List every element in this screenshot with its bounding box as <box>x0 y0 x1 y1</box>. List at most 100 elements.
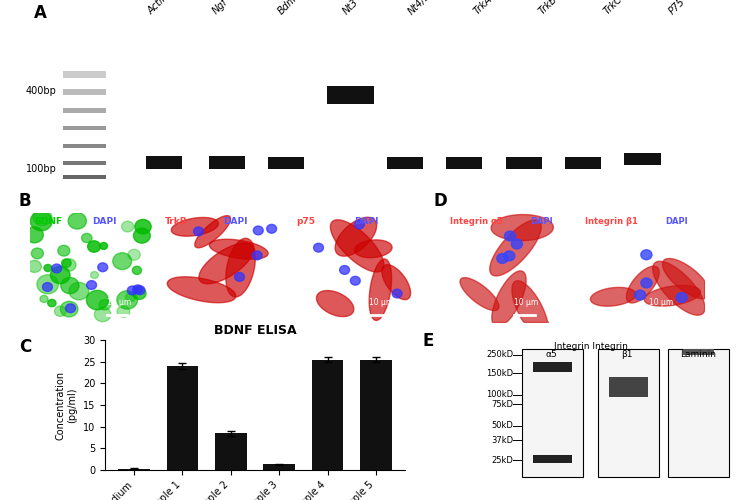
Text: 100bp: 100bp <box>26 164 57 173</box>
Text: DAPI: DAPI <box>530 217 553 226</box>
Text: 75kD: 75kD <box>491 400 513 409</box>
Circle shape <box>117 306 130 317</box>
Circle shape <box>50 266 70 283</box>
Text: C: C <box>19 338 31 355</box>
Text: 37kD: 37kD <box>491 436 513 444</box>
Circle shape <box>133 285 142 294</box>
Text: Laminin: Laminin <box>680 350 716 358</box>
Text: D: D <box>433 192 447 210</box>
Circle shape <box>254 226 263 235</box>
Circle shape <box>60 302 78 317</box>
Circle shape <box>134 228 150 243</box>
Circle shape <box>61 278 79 293</box>
Polygon shape <box>195 216 230 248</box>
Circle shape <box>86 290 108 310</box>
Polygon shape <box>331 220 384 272</box>
Text: B: B <box>19 192 32 210</box>
Circle shape <box>31 212 52 231</box>
Text: 10 μm: 10 μm <box>106 298 131 307</box>
Text: DAPI: DAPI <box>665 217 688 226</box>
Circle shape <box>512 239 523 249</box>
Polygon shape <box>460 278 499 310</box>
Text: 10 μm: 10 μm <box>514 298 538 307</box>
Text: Bdnf: Bdnf <box>276 0 299 16</box>
Polygon shape <box>369 259 392 320</box>
Circle shape <box>91 272 98 278</box>
Circle shape <box>65 304 76 312</box>
Bar <box>360 360 392 470</box>
Circle shape <box>48 300 56 307</box>
Circle shape <box>135 220 152 234</box>
Text: Integrin α5: Integrin α5 <box>450 217 503 226</box>
Text: 25kD: 25kD <box>491 456 513 464</box>
Bar <box>387 157 423 168</box>
Circle shape <box>505 231 515 241</box>
Circle shape <box>640 250 652 260</box>
Circle shape <box>496 254 508 264</box>
Bar <box>565 157 602 168</box>
Bar <box>327 86 374 104</box>
Text: BDNF: BDNF <box>34 217 62 226</box>
Circle shape <box>350 276 360 285</box>
Text: 250kD: 250kD <box>486 350 513 359</box>
Circle shape <box>62 259 71 268</box>
Circle shape <box>94 307 111 322</box>
Polygon shape <box>382 264 410 300</box>
Text: DAPI: DAPI <box>92 217 116 226</box>
Circle shape <box>122 221 134 232</box>
Polygon shape <box>492 271 526 322</box>
Bar <box>624 153 661 165</box>
Bar <box>533 455 572 463</box>
Bar <box>63 126 106 130</box>
Polygon shape <box>491 214 554 240</box>
Circle shape <box>32 248 44 259</box>
Circle shape <box>40 296 48 302</box>
Bar <box>598 349 659 477</box>
Text: DAPI: DAPI <box>224 217 248 226</box>
Polygon shape <box>355 240 392 258</box>
Polygon shape <box>490 220 542 276</box>
Circle shape <box>33 209 52 226</box>
Circle shape <box>641 278 652 288</box>
Circle shape <box>132 266 142 274</box>
Bar <box>146 156 182 168</box>
Text: 400bp: 400bp <box>26 86 57 97</box>
Circle shape <box>133 288 146 300</box>
Bar <box>263 464 295 470</box>
Text: 10 μm: 10 μm <box>238 298 262 307</box>
Circle shape <box>44 264 52 272</box>
Bar <box>268 157 305 168</box>
Polygon shape <box>335 217 376 256</box>
Text: Integrin Integrin: Integrin Integrin <box>554 342 628 351</box>
Bar <box>63 89 106 95</box>
Text: A: A <box>34 4 46 22</box>
Circle shape <box>43 282 52 292</box>
Circle shape <box>252 251 262 260</box>
Text: DAPI: DAPI <box>354 217 379 226</box>
Text: Ngf: Ngf <box>211 0 230 16</box>
Bar <box>166 366 198 470</box>
Bar <box>63 108 106 112</box>
Text: P75: P75 <box>668 0 687 16</box>
Polygon shape <box>226 238 255 297</box>
Circle shape <box>267 224 277 233</box>
Circle shape <box>52 264 62 273</box>
Circle shape <box>87 280 97 289</box>
Bar <box>63 144 106 148</box>
Text: Nt4/5: Nt4/5 <box>406 0 433 16</box>
Bar <box>683 349 714 356</box>
Bar <box>312 360 344 470</box>
Circle shape <box>62 259 76 271</box>
Circle shape <box>117 290 137 309</box>
Bar <box>118 468 150 470</box>
Polygon shape <box>512 280 548 322</box>
Polygon shape <box>590 288 636 306</box>
Text: β1: β1 <box>622 350 633 358</box>
Text: Nt3: Nt3 <box>341 0 361 16</box>
Circle shape <box>355 220 364 229</box>
Circle shape <box>98 263 108 272</box>
Bar <box>446 157 482 168</box>
Text: TrkA: TrkA <box>472 0 494 16</box>
Text: Integrin β1: Integrin β1 <box>585 217 638 226</box>
Circle shape <box>55 306 66 316</box>
